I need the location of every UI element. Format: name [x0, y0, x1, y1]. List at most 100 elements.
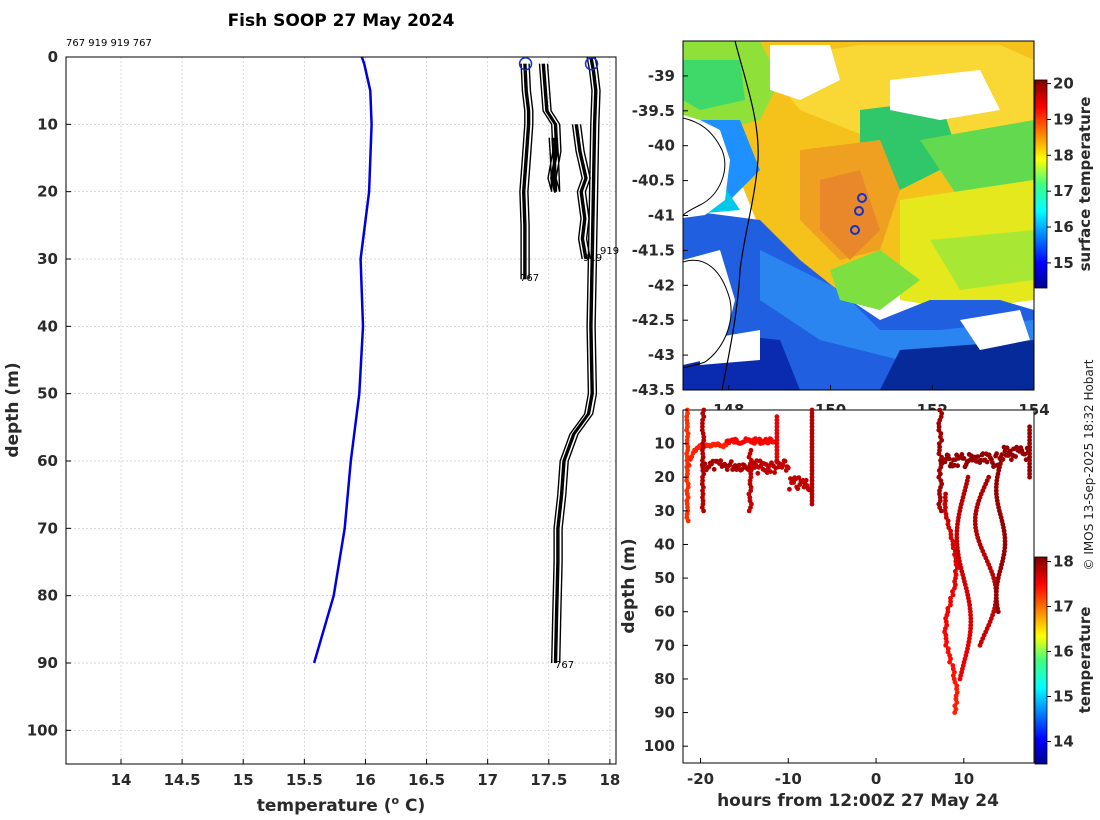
scatter-point [945, 646, 951, 652]
scatter-y-tick-label: 80 [654, 670, 675, 688]
scatter-y-tick-label: 40 [654, 535, 675, 553]
scatter-x-tick-label: 10 [953, 770, 974, 788]
scatter-point [809, 444, 815, 450]
scatter-point [809, 481, 815, 487]
left-y-tick-label: 0 [48, 48, 58, 66]
scatter-point [1027, 474, 1032, 480]
scatter-point [1027, 431, 1032, 436]
scatter-point [1009, 457, 1014, 463]
scatter-point [1027, 454, 1032, 460]
profile-line-919b-trace [576, 124, 588, 260]
scatter-point [954, 532, 960, 537]
scatter-point [936, 451, 942, 457]
scatter-point [700, 421, 705, 426]
scatter-point [968, 609, 973, 615]
scatter-point [959, 452, 965, 457]
profile-label-767a: 767 [520, 273, 539, 284]
scatter-y-tick-label: 100 [644, 737, 675, 755]
left-x-tick-label: 17 [477, 771, 498, 789]
scatter-point [1027, 451, 1032, 457]
scatter-point [954, 538, 960, 544]
profile-label-919b: 919 [583, 253, 602, 264]
scatter-point [1027, 461, 1032, 467]
scatter-point [809, 411, 815, 416]
scatter-point [1027, 427, 1032, 433]
map-colorbar [1034, 79, 1048, 289]
profile-line-919a-trace [543, 63, 559, 192]
scatter-point [795, 486, 801, 492]
left-x-tick-label: 14 [111, 771, 132, 789]
scatter-colorbar-tick-label: 18 [1053, 553, 1074, 571]
scatter-point [785, 465, 791, 471]
scatter-point [943, 511, 949, 517]
profile-line-919b [574, 124, 587, 260]
left-y-tick-label: 30 [37, 250, 58, 268]
scatter-point [948, 599, 953, 604]
map-y-tick-label: -43 [648, 346, 675, 364]
profile-label-767b: 767 [555, 660, 574, 671]
left-y-tick-label: 50 [37, 385, 58, 403]
scatter-point [774, 417, 780, 423]
left-y-axis-label: depth (m) [3, 362, 23, 457]
profile-line-767b-trace [551, 57, 593, 664]
scatter-point [993, 484, 999, 490]
scatter-point [809, 427, 815, 433]
scatter-point [684, 421, 690, 426]
scatter-point [685, 505, 690, 510]
scatter-point [774, 431, 780, 436]
map-colorbar-tick-label: 17 [1053, 182, 1074, 200]
left-x-tick-label: 16 [355, 771, 376, 789]
scatter-colorbar-tick-label: 15 [1053, 688, 1074, 706]
scatter-point [809, 501, 815, 507]
scatter-point [746, 454, 752, 460]
scatter-point [702, 461, 708, 467]
scatter-point [1027, 471, 1032, 477]
scatter-point [684, 511, 690, 517]
map-colorbar-label: surface temperature [1076, 97, 1094, 272]
profile-line-919b-trace [579, 124, 591, 260]
map-y-tick-label: -41.5 [632, 241, 675, 259]
scatter-point [947, 659, 952, 665]
scatter-x-axis-label: hours from 12:00Z 27 May 24 [717, 791, 999, 811]
scatter-point [950, 592, 956, 598]
map-colorbar-tick-label: 16 [1053, 218, 1074, 236]
scatter-point [1027, 441, 1032, 446]
scatter-point [809, 437, 815, 443]
scatter-point [774, 414, 780, 420]
scatter-point [746, 508, 752, 514]
scatter-point [999, 452, 1005, 457]
left-y-tick-label: 100 [27, 721, 58, 739]
scatter-point [809, 471, 815, 477]
scatter-point [787, 486, 792, 492]
left-x-tick-label: 15.5 [286, 771, 323, 789]
left-x-tick-label: 16.5 [408, 771, 445, 789]
scatter-point [684, 414, 690, 420]
scatter-point [809, 414, 815, 420]
map-y-tick-label: -42 [648, 276, 675, 294]
scatter-point [939, 437, 945, 443]
left-x-tick-label: 17.5 [530, 771, 567, 789]
scatter-point [718, 458, 724, 464]
chart-title: Fish SOOP 27 May 2024 [228, 11, 455, 31]
profile-line-919b-trace [571, 124, 583, 260]
profile-line-767a [521, 63, 530, 280]
scatter-point [952, 710, 958, 715]
scatter-y-axis-label: depth (m) [619, 538, 639, 633]
profile-line-767a-trace [523, 63, 531, 280]
scatter-point [774, 427, 780, 433]
scatter-point [1002, 538, 1008, 544]
map-colorbar-tick-label: 18 [1053, 146, 1074, 164]
map-y-tick-label: -42.5 [632, 311, 675, 329]
profile-start-marker [584, 56, 599, 71]
scatter-point [803, 477, 809, 483]
scatter-point [937, 488, 942, 494]
scatter-point [968, 616, 974, 621]
scatter-point [768, 469, 773, 474]
scatter-point [943, 632, 949, 638]
scatter-point [968, 619, 974, 625]
scatter-point [774, 434, 780, 440]
profile-line-767b-trace [555, 57, 598, 664]
scatter-point [809, 484, 815, 490]
scatter-colorbar-tick-label: 17 [1053, 598, 1074, 616]
